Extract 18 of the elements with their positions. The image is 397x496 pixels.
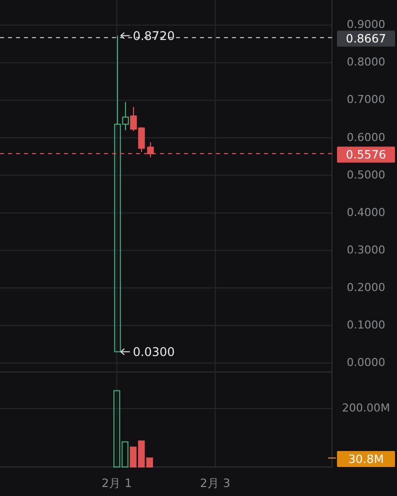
y-tick-label: 0.6000 <box>346 130 386 144</box>
annotation: 0.0300 <box>132 345 175 360</box>
y-tick-label: 0.5000 <box>346 168 386 182</box>
annotation: 0.8720 <box>132 29 175 44</box>
y-tick-label: 0.2000 <box>346 280 386 294</box>
ref-line-label: 0.5576 <box>346 148 386 162</box>
x-tick-label: 2月 3 <box>200 476 230 490</box>
y-tick-label: 0.7000 <box>346 93 386 106</box>
y-tick-label: 0.0000 <box>346 356 386 369</box>
y-tick-label: 0.1000 <box>346 318 386 332</box>
y-tick-label: 0.8000 <box>346 56 386 69</box>
ref-line-label: 30.8M <box>348 452 384 466</box>
ref-line-label: 0.8667 <box>346 32 386 46</box>
x-tick-label: 2月 1 <box>102 476 132 490</box>
y-tick-label: 200.00M <box>342 402 390 415</box>
y-tick-label: 0.3000 <box>346 243 386 256</box>
y-tick-label: 0.9000 <box>346 18 386 32</box>
y-tick-label: 0.4000 <box>346 206 386 219</box>
